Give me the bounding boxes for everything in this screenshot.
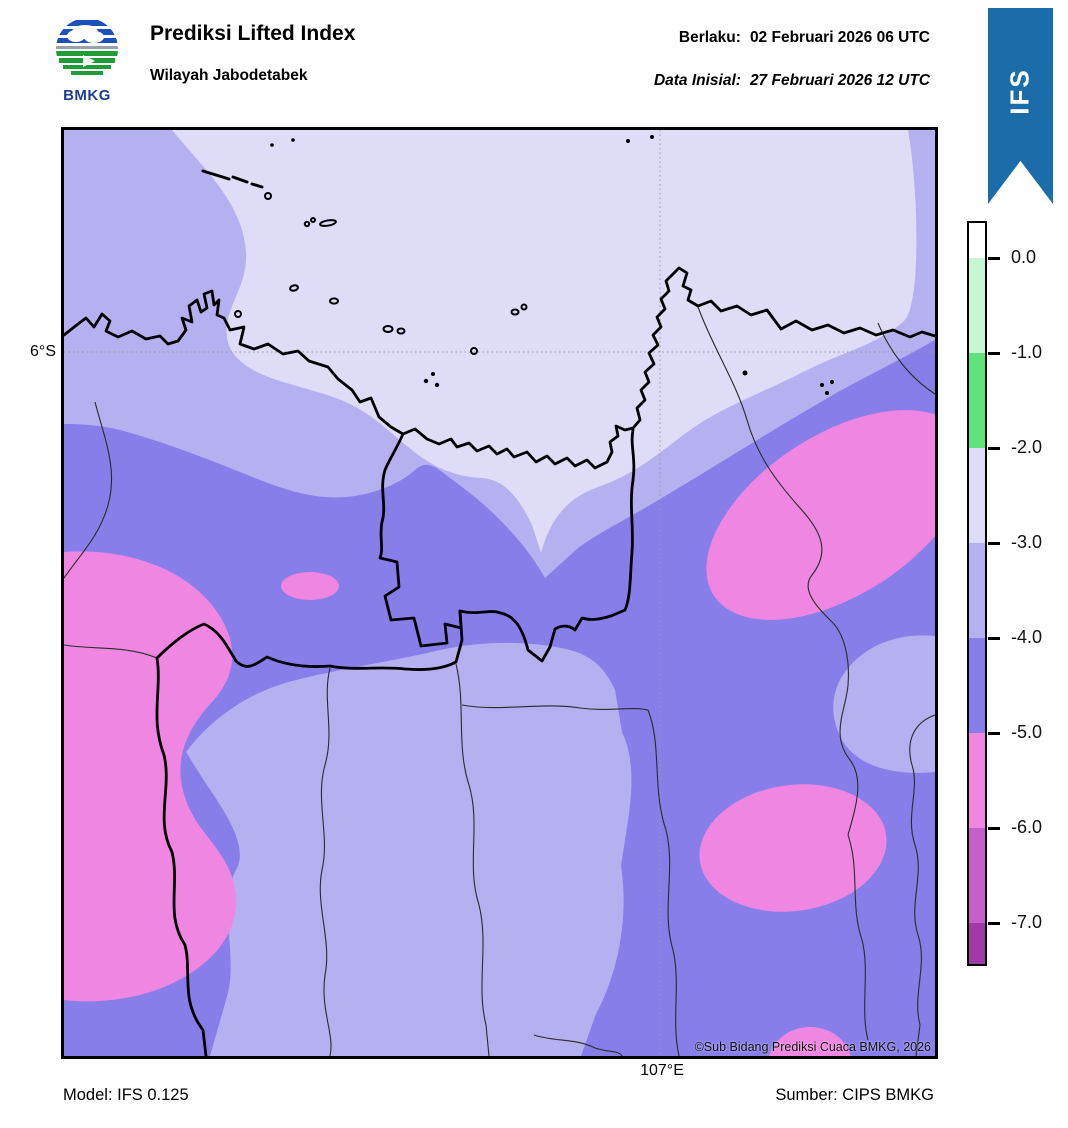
initial-data-value: 27 Februari 2026 12 UTC bbox=[749, 72, 930, 89]
colorbar-tick bbox=[988, 257, 1000, 260]
logo-land-stripe bbox=[63, 65, 111, 69]
graticule bbox=[64, 130, 935, 1056]
logo-text: BMKG bbox=[63, 87, 111, 104]
island-dot bbox=[270, 135, 834, 395]
colorbar-tick bbox=[988, 827, 1000, 830]
band-minus5-minus6-east-cell bbox=[706, 410, 935, 620]
logo-cloud bbox=[67, 30, 85, 42]
model-info-text: Model: IFS 0.125 bbox=[63, 1086, 189, 1104]
islands-group bbox=[201, 135, 834, 395]
colorbar-tick bbox=[988, 732, 1000, 735]
colorbar-segment bbox=[969, 543, 985, 638]
colorbar-tick-label: -6.0 bbox=[1011, 817, 1043, 837]
colorbar-segment bbox=[969, 733, 985, 828]
band-minus2-minus3-top bbox=[172, 130, 917, 553]
logo-cloud bbox=[84, 31, 104, 43]
colorbar-tick-label: -1.0 bbox=[1011, 342, 1043, 362]
band-minus5-minus6-southeast-cell bbox=[699, 784, 887, 912]
longitude-tick-label: 107°E bbox=[640, 1062, 684, 1079]
colorbar-tick bbox=[988, 352, 1000, 355]
admin-boundaries-thin bbox=[64, 306, 935, 1056]
logo-land-stripe bbox=[56, 51, 118, 56]
colorbar-tick bbox=[988, 637, 1000, 640]
colorbar-segment bbox=[969, 923, 985, 964]
map-svg bbox=[64, 130, 935, 1056]
band-minus5-minus6-bottom-edge-cell bbox=[769, 1027, 851, 1056]
colorbar-tick-label: -5.0 bbox=[1011, 722, 1043, 742]
page-title: Prediksi Lifted Index bbox=[150, 22, 356, 45]
bmkg-logo-icon bbox=[56, 18, 118, 80]
logo-horizon-stripe bbox=[56, 46, 118, 49]
colorbar-segment bbox=[969, 448, 985, 543]
latitude-tick-label: 6°S bbox=[30, 343, 56, 360]
south-regency-boundary-path bbox=[155, 609, 464, 671]
colorbar-tick bbox=[988, 542, 1000, 545]
colorbar-tick-label: 0.0 bbox=[1011, 247, 1037, 267]
colorbar-tick-label: -3.0 bbox=[1011, 532, 1043, 552]
map-copyright: ©Sub Bidang Prediksi Cuaca BMKG, 2026 bbox=[694, 1040, 931, 1054]
colorbar-segment bbox=[969, 258, 985, 353]
province-boundaries-thick bbox=[64, 266, 935, 1056]
island-strip bbox=[201, 169, 264, 189]
colorbar-tick bbox=[988, 447, 1000, 450]
logo-land-stripe bbox=[71, 71, 103, 75]
bmkg-logo: BMKG bbox=[54, 17, 120, 104]
jakarta-boundary-path bbox=[378, 428, 636, 663]
map-panel bbox=[61, 127, 938, 1059]
colorbar-tick-label: -7.0 bbox=[1011, 912, 1043, 932]
valid-time-label: Berlaku: bbox=[678, 29, 741, 46]
valid-time-line: Berlaku: 02 Februari 2026 06 UTC bbox=[679, 29, 930, 47]
island-ring bbox=[234, 192, 528, 355]
band-minus5-minus6-small-cell bbox=[281, 572, 339, 600]
valid-time-value: 02 Februari 2026 06 UTC bbox=[749, 29, 930, 46]
band-minus3-minus4-bottom bbox=[186, 642, 632, 1056]
model-ribbon-label: IFS bbox=[1004, 68, 1035, 115]
colorbar-segment bbox=[969, 223, 985, 258]
colorbar-segment bbox=[969, 638, 985, 733]
page-subtitle: Wilayah Jabodetabek bbox=[150, 67, 308, 84]
colorbar-tick-label: -4.0 bbox=[1011, 627, 1043, 647]
band-minus5-minus6-west-cell bbox=[64, 551, 237, 1002]
colorbar bbox=[967, 221, 987, 966]
colorbar-tick bbox=[988, 922, 1000, 925]
colorbar-tick-label: -2.0 bbox=[1011, 437, 1043, 457]
initial-data-label: Data Inisial: bbox=[653, 72, 741, 89]
coastline-path bbox=[64, 266, 935, 470]
colorbar-segment bbox=[969, 353, 985, 448]
data-source-text: Sumber: CIPS BMKG bbox=[775, 1086, 934, 1104]
west-province-boundary-path bbox=[155, 656, 208, 1056]
initial-data-line: Data Inisial: 27 Februari 2026 12 UTC bbox=[654, 72, 930, 90]
band-minus3-minus4-right-patch bbox=[833, 635, 935, 773]
colorbar-segment bbox=[969, 828, 985, 923]
model-ribbon: IFS bbox=[988, 8, 1053, 204]
logo-land-notch bbox=[83, 55, 95, 67]
